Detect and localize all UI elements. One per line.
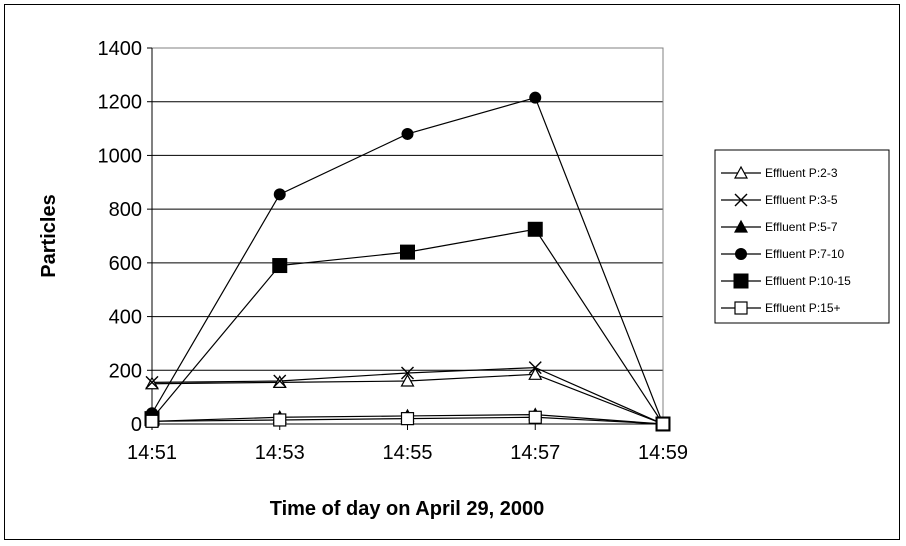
data-point-series-4 bbox=[527, 221, 543, 237]
y-tick-label: 1200 bbox=[98, 92, 143, 114]
legend-label: Effluent P:3-5 bbox=[765, 193, 838, 207]
legend-marker bbox=[735, 248, 747, 260]
data-point-series-5 bbox=[656, 417, 670, 431]
legend: Effluent P:2-3 Effluent P:3-5 Effluent P:5… bbox=[714, 149, 890, 324]
data-point-series-3 bbox=[529, 91, 542, 104]
plot-area-border bbox=[151, 47, 664, 425]
y-tick-label: 400 bbox=[109, 307, 142, 329]
y-tick-label: 600 bbox=[109, 253, 142, 275]
data-point-series-3 bbox=[273, 188, 286, 201]
y-tick-labels: 0 200 400 600 800 1000 1200 1400 bbox=[98, 38, 152, 436]
x-tick-label: 14:51 bbox=[127, 442, 177, 464]
x-tick-label: 14:53 bbox=[255, 442, 305, 464]
legend-box bbox=[714, 149, 890, 324]
legend-item: Effluent P:3-5 bbox=[721, 193, 838, 207]
y-tick-label: 1400 bbox=[98, 38, 143, 60]
legend-marker bbox=[734, 193, 748, 207]
x-axis-title: Time of day on April 29, 2000 bbox=[270, 498, 545, 520]
data-point-series-0 bbox=[400, 373, 415, 387]
data-point-series-4 bbox=[400, 244, 415, 260]
y-tick-label: 800 bbox=[109, 199, 142, 221]
axes bbox=[151, 48, 663, 425]
data-point-series-5 bbox=[528, 410, 542, 424]
data-point-series-1 bbox=[528, 361, 542, 375]
legend-item: Effluent P:5-7 bbox=[721, 219, 838, 234]
data-point-series-3 bbox=[401, 127, 414, 140]
data-point-series-0 bbox=[528, 367, 543, 380]
data-point-series-4 bbox=[272, 258, 288, 274]
legend-marker bbox=[733, 165, 749, 179]
legend-label: Effluent P:10-15 bbox=[765, 274, 851, 288]
data-point-series-5 bbox=[400, 412, 415, 426]
gridlines bbox=[152, 47, 663, 371]
data-point-series-5 bbox=[273, 413, 287, 427]
x-tick-labels: 14:51 14:53 14:55 14:57 14:59 bbox=[127, 424, 688, 464]
legend-item: Effluent P:10-15 bbox=[721, 273, 851, 289]
data-point-series-1 bbox=[145, 375, 159, 389]
legend-label: Effluent P:5-7 bbox=[765, 220, 838, 234]
legend-label: Effluent P:15+ bbox=[765, 301, 841, 315]
x-tick-label: 14:59 bbox=[638, 442, 688, 464]
chart-frame: 0 200 400 600 800 1000 1200 1400 14:51 14:53 14:5… bbox=[4, 4, 900, 540]
legend-item: Effluent P:15+ bbox=[721, 301, 841, 315]
y-axis-title: Particles bbox=[38, 194, 60, 277]
legend-item: Effluent P:2-3 bbox=[721, 165, 838, 180]
data-point-series-5 bbox=[145, 414, 159, 428]
legend-marker bbox=[733, 219, 749, 233]
legend-item: Effluent P:7-10 bbox=[721, 247, 844, 261]
y-tick-label: 1000 bbox=[98, 145, 143, 167]
legend-marker bbox=[734, 301, 748, 315]
legend-marker bbox=[733, 273, 749, 289]
legend-label: Effluent P:7-10 bbox=[765, 247, 844, 261]
legend-label: Effluent P:2-3 bbox=[765, 166, 838, 180]
data-point-series-1 bbox=[401, 366, 414, 380]
data-point-series-1 bbox=[273, 374, 287, 388]
y-tick-label: 200 bbox=[109, 360, 142, 382]
x-tick-label: 14:57 bbox=[510, 442, 560, 464]
y-tick-label: 0 bbox=[131, 414, 142, 436]
x-tick-label: 14:55 bbox=[382, 442, 432, 464]
series-markers bbox=[144, 91, 671, 432]
